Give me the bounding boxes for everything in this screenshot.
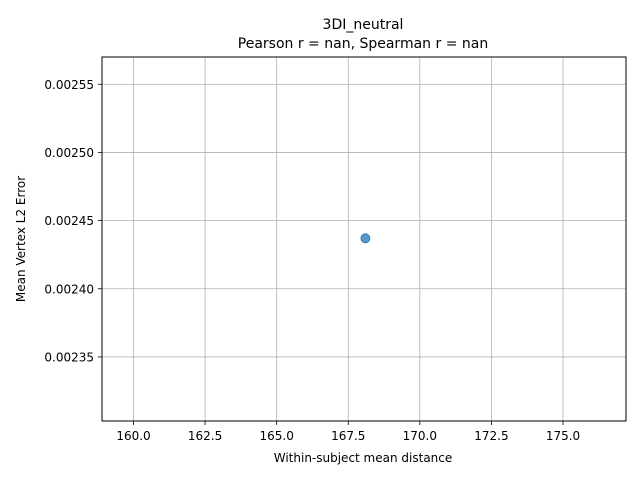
x-tick-label: 175.0 bbox=[546, 429, 580, 443]
y-tick-label: 0.00240 bbox=[44, 282, 94, 296]
grid-lines bbox=[102, 57, 626, 421]
scatter-point bbox=[360, 233, 371, 244]
y-tick-label: 0.00255 bbox=[44, 78, 94, 92]
chart-subtitle: Pearson r = nan, Spearman r = nan bbox=[238, 36, 488, 52]
data-points bbox=[360, 233, 371, 244]
y-tick-label: 0.00245 bbox=[44, 214, 94, 228]
x-axis-label: Within-subject mean distance bbox=[274, 451, 453, 465]
y-axis-label: Mean Vertex L2 Error bbox=[14, 176, 28, 302]
x-tick-label: 170.0 bbox=[403, 429, 437, 443]
axis-ticks: 160.0 162.5 165.0 167.5 170.0 172.5 175.0 0.002… bbox=[44, 78, 580, 443]
x-tick-label: 167.5 bbox=[331, 429, 365, 443]
x-tick-label: 172.5 bbox=[474, 429, 508, 443]
y-tick-label: 0.00235 bbox=[44, 350, 94, 364]
x-tick-label: 160.0 bbox=[116, 429, 150, 443]
y-tick-label: 0.00250 bbox=[44, 146, 94, 160]
chart-title: 3DI_neutral bbox=[323, 17, 404, 33]
plot-area-frame bbox=[101, 56, 627, 422]
x-tick-label: 162.5 bbox=[188, 429, 222, 443]
x-tick-label: 165.0 bbox=[259, 429, 293, 443]
